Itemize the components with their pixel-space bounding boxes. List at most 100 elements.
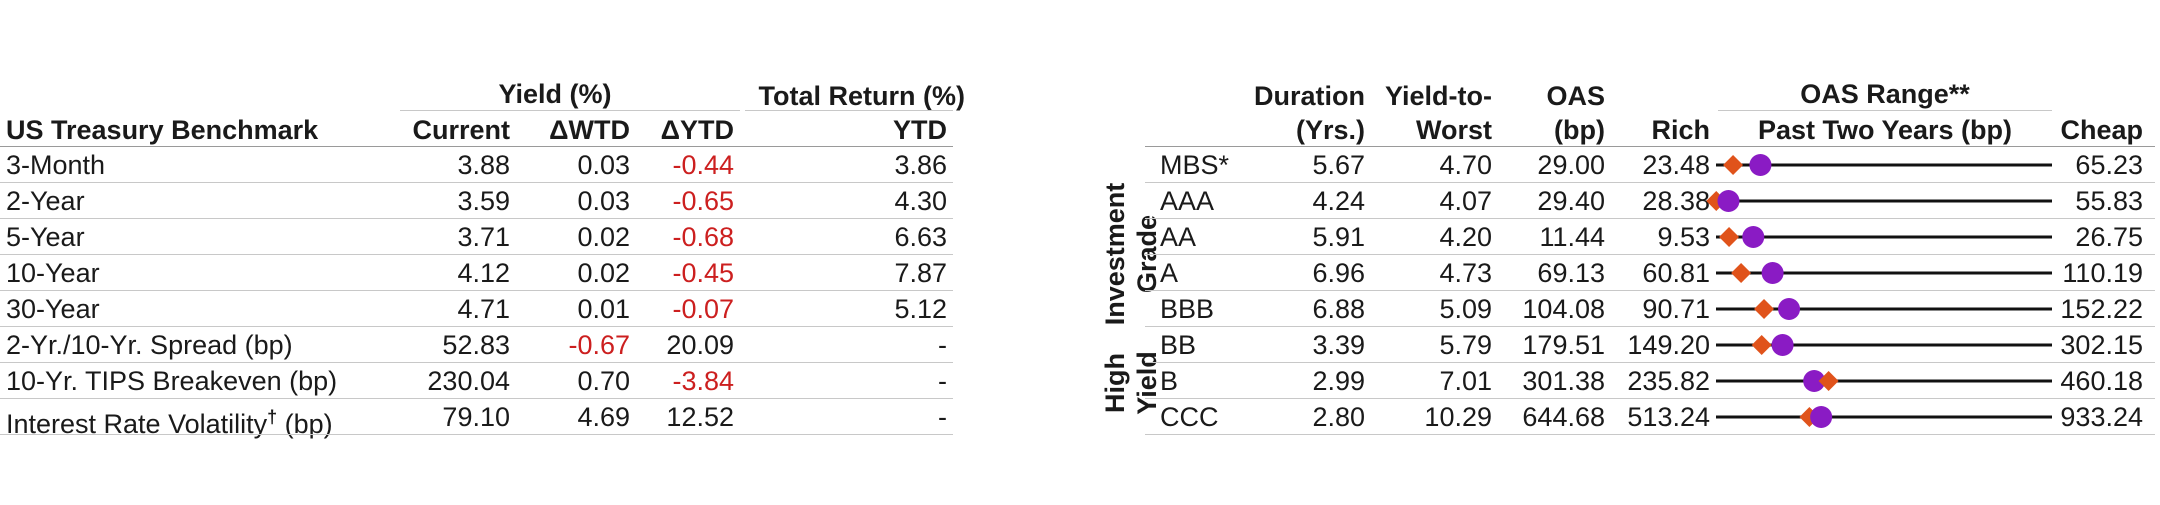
sector-label: B xyxy=(1160,366,1179,396)
rich-value: 149.20 xyxy=(1627,330,1710,360)
rich-value: 90.71 xyxy=(1642,294,1710,324)
tr-ytd-value: 6.63 xyxy=(894,222,947,252)
duration-value: 3.39 xyxy=(1312,330,1365,360)
treasury-header-divider xyxy=(0,146,953,147)
rich-value: 28.38 xyxy=(1642,186,1710,216)
benchmark-label-mark: † xyxy=(267,407,278,427)
wtd-value: 0.03 xyxy=(577,186,630,216)
credit-row-divider xyxy=(1145,326,2155,327)
sector-label: BB xyxy=(1160,330,1197,360)
wtd-value: 0.02 xyxy=(577,222,630,252)
credit-header-divider xyxy=(1145,146,2155,147)
treasury-row-divider xyxy=(0,182,953,183)
tr-ytd-value: - xyxy=(938,330,947,360)
current-oas-marker xyxy=(1717,190,1740,212)
ytw-value: 4.07 xyxy=(1439,186,1492,216)
range-diamond-marker xyxy=(1719,227,1740,247)
wtd-value: 4.69 xyxy=(577,402,630,432)
oas-value: 644.68 xyxy=(1522,402,1605,432)
credit-row-divider xyxy=(1145,254,2155,255)
duration-header-line2: (Yrs.) xyxy=(1295,115,1365,145)
range-diamond-marker xyxy=(1723,155,1744,175)
treasury-row-divider xyxy=(0,254,953,255)
rich-value: 235.82 xyxy=(1627,366,1710,396)
rich-value: 23.48 xyxy=(1642,150,1710,180)
duration-value: 6.88 xyxy=(1312,294,1365,324)
tr-ytd-value: - xyxy=(938,402,947,432)
range-header-line1: OAS Range** xyxy=(1800,79,1970,109)
ytw-value: 10.29 xyxy=(1424,402,1492,432)
range-diamond-marker xyxy=(1731,263,1752,283)
credit-row-divider xyxy=(1145,398,2155,399)
duration-value: 2.99 xyxy=(1312,366,1365,396)
sector-label: BBB xyxy=(1160,294,1215,324)
treasury-row-divider xyxy=(0,290,953,291)
oas-value: 301.38 xyxy=(1522,366,1605,396)
benchmark-label: 10-Year xyxy=(6,258,100,288)
credit-row-divider xyxy=(1145,434,2155,435)
credit-row-divider xyxy=(1145,182,2155,183)
current-oas-marker xyxy=(1761,262,1784,284)
credit-row-divider xyxy=(1145,290,2155,291)
current-value: 3.59 xyxy=(457,186,510,216)
oas-value: 11.44 xyxy=(1539,222,1605,252)
wtd-value: -0.67 xyxy=(568,330,630,360)
cheap-value: 55.83 xyxy=(2075,186,2143,216)
ytd-value: -0.07 xyxy=(672,294,734,324)
tr-ytd-value: 5.12 xyxy=(894,294,947,324)
ytd-value: -0.68 xyxy=(672,222,734,252)
sector-label: AAA xyxy=(1160,186,1215,216)
wtd-value: 0.02 xyxy=(577,258,630,288)
current-oas-marker xyxy=(1771,334,1794,356)
credit-row-divider xyxy=(1145,362,2155,363)
range-header-line2: Past Two Years (bp) xyxy=(1757,115,2013,145)
current-value: 230.04 xyxy=(427,366,510,396)
ytw-value: 5.09 xyxy=(1439,294,1492,324)
oas-value: 104.08 xyxy=(1522,294,1605,324)
wtd-value: 0.03 xyxy=(577,150,630,180)
duration-value: 4.24 xyxy=(1312,186,1365,216)
wtd-value: 0.01 xyxy=(577,294,630,324)
range-diamond-marker xyxy=(1818,371,1839,391)
ytw-value: 4.20 xyxy=(1439,222,1492,252)
range-diamond-marker xyxy=(1751,335,1772,355)
current-oas-marker xyxy=(1778,298,1801,320)
range-diamond-marker xyxy=(1754,299,1775,319)
ytw-value: 4.70 xyxy=(1439,150,1492,180)
tr-ytd-value: - xyxy=(938,366,947,396)
current-value: 3.88 xyxy=(457,150,510,180)
cheap-value: 933.24 xyxy=(2060,402,2143,432)
ytd-value: -3.84 xyxy=(672,366,734,396)
treasury-row-divider xyxy=(0,326,953,327)
benchmark-label: 5-Year xyxy=(6,222,85,252)
rich-value: 60.81 xyxy=(1642,258,1710,288)
cheap-header: Cheap xyxy=(2060,115,2143,145)
duration-value: 6.96 xyxy=(1312,258,1365,288)
benchmark-column-header: US Treasury Benchmark xyxy=(6,115,319,145)
sector-label: A xyxy=(1160,258,1179,288)
current-value: 3.71 xyxy=(457,222,510,252)
benchmark-label: 30-Year xyxy=(6,294,100,324)
duration-value: 2.80 xyxy=(1312,402,1365,432)
cheap-value: 65.23 xyxy=(2075,150,2143,180)
oas-value: 29.40 xyxy=(1537,186,1605,216)
current-value: 79.10 xyxy=(442,402,510,432)
wtd-column-header: ΔWTD xyxy=(549,115,630,145)
ytw-header-line1: Yield-to- xyxy=(1385,81,1492,111)
ytd-value: 20.09 xyxy=(666,330,734,360)
total-return-group-underline xyxy=(745,110,953,111)
ytd-value: 12.52 xyxy=(666,402,734,432)
duration-value: 5.67 xyxy=(1312,150,1365,180)
sector-label: AA xyxy=(1160,222,1197,252)
ytw-value: 4.73 xyxy=(1439,258,1492,288)
ytd-value: -0.65 xyxy=(672,186,734,216)
total-return-group-header: Total Return (%) xyxy=(758,81,965,111)
current-oas-marker xyxy=(1810,406,1833,428)
tr-ytd-value: 4.30 xyxy=(894,186,947,216)
tr-ytd-value: 7.87 xyxy=(894,258,947,288)
credit-row-divider xyxy=(1145,218,2155,219)
wtd-value: 0.70 xyxy=(577,366,630,396)
sector-label: MBS* xyxy=(1160,150,1230,180)
ytd-value: -0.45 xyxy=(672,258,734,288)
cheap-value: 460.18 xyxy=(2060,366,2143,396)
